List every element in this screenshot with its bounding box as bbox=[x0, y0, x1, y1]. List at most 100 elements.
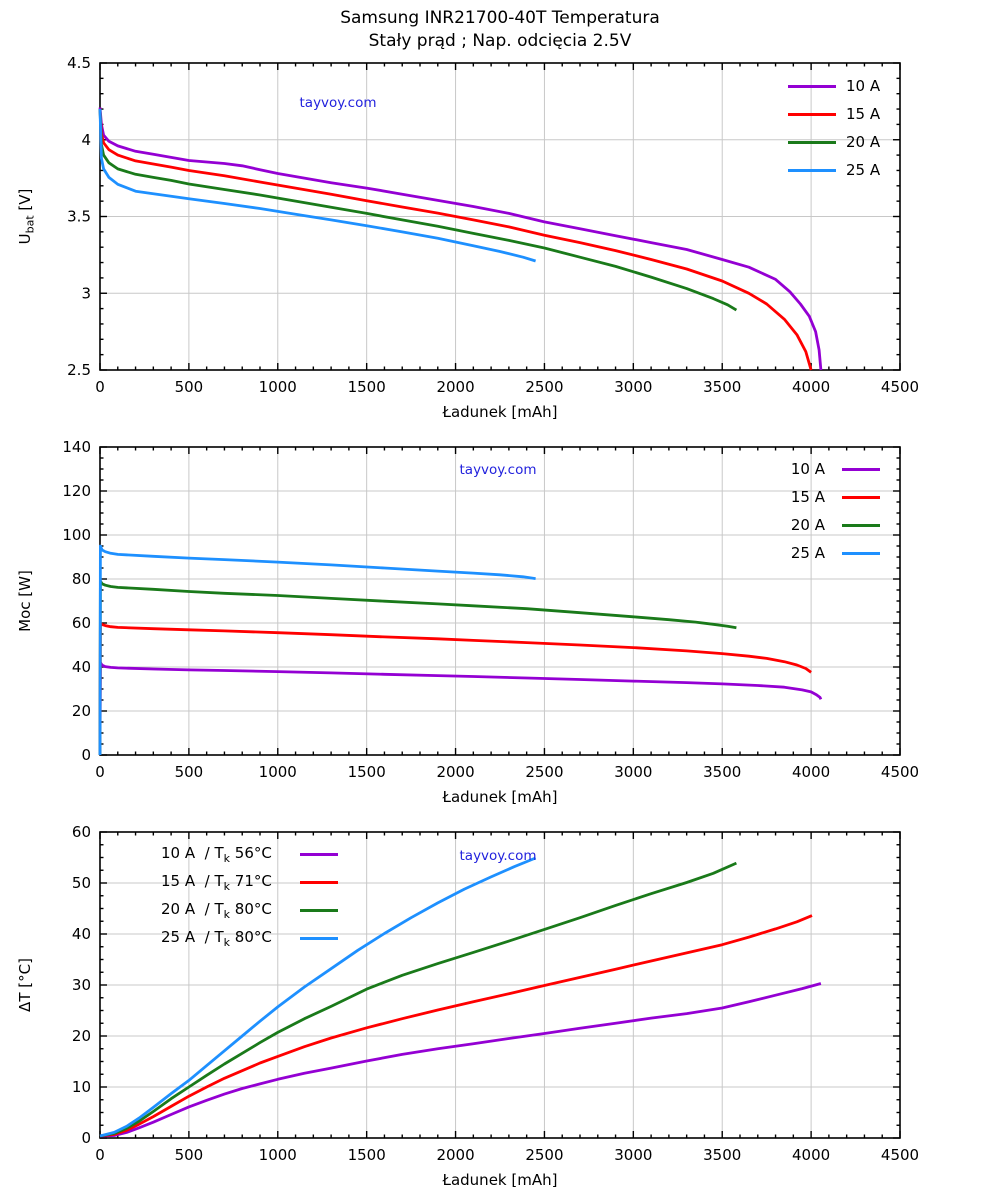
y-tick-label: 60 bbox=[72, 614, 91, 632]
x-tick-label: 3000 bbox=[614, 1146, 652, 1164]
y-tick-labels: 0 20 40 60 80 100 120 140 bbox=[62, 438, 91, 764]
legend-power-plot: 10 A 15 A 20 A 25 A bbox=[745, 455, 880, 567]
legend-temperature-plot: 10 A / Tk 56°C 15 A / Tk 71°C 20 A / Tk 80… bbox=[161, 840, 338, 952]
x-tick-label: 1000 bbox=[259, 378, 297, 396]
y-tick-label: 140 bbox=[62, 438, 91, 456]
series-25a-line bbox=[99, 856, 537, 1138]
y-tick-labels: 0 10 20 30 40 50 60 bbox=[72, 823, 91, 1147]
legend-label: 20 A bbox=[790, 516, 825, 534]
legend-label: 25 A bbox=[790, 544, 825, 562]
legend-label: 10 A / Tk 56°C bbox=[161, 843, 272, 865]
chart-title-line2: Stały prąd ; Nap. odcięcia 2.5V bbox=[368, 31, 632, 51]
legend-label: 25 A bbox=[846, 161, 881, 179]
legend-item: 10 A / Tk 56°C bbox=[161, 840, 338, 868]
x-axis-label-power-plot: Ładunek [mAh] bbox=[442, 788, 558, 806]
x-tick-label: 4000 bbox=[792, 763, 830, 781]
x-tick-label: 2000 bbox=[436, 1146, 474, 1164]
x-tick-label: 4000 bbox=[792, 1146, 830, 1164]
y-tick-label: 100 bbox=[62, 526, 91, 544]
legend-item: 15 A bbox=[745, 483, 880, 511]
y-tick-label: 30 bbox=[72, 976, 91, 994]
legend-label: 15 A bbox=[790, 488, 825, 506]
x-tick-labels: 0 500 1000 1500 2000 2500 3000 3500 4000 4500 bbox=[95, 763, 919, 781]
x-tick-label: 4500 bbox=[881, 1146, 919, 1164]
chart-title-line1: Samsung INR21700-40T Temperatura bbox=[340, 8, 660, 28]
y-tick-label: 0 bbox=[81, 746, 91, 764]
chart-2: 0 500 1000 1500 2000 2500 3000 3500 4000 4500 0 20 4… bbox=[16, 438, 919, 781]
x-tick-label: 1500 bbox=[348, 1146, 386, 1164]
legend-swatch bbox=[300, 852, 338, 856]
x-tick-label: 500 bbox=[175, 763, 204, 781]
legend-item: 25 A / Tk 80°C bbox=[161, 924, 338, 952]
watermark-power-plot: tayvoy.com bbox=[459, 462, 537, 478]
chart-3: 0 500 1000 1500 2000 2500 3000 3500 4000 4500 0 10 2… bbox=[16, 823, 919, 1164]
legend-swatch bbox=[842, 523, 880, 527]
y-axis-label: ΔT [°C] bbox=[16, 958, 34, 1012]
x-tick-label: 500 bbox=[175, 378, 204, 396]
x-tick-label: 0 bbox=[95, 378, 105, 396]
y-tick-label: 10 bbox=[72, 1078, 91, 1096]
x-tick-label: 3500 bbox=[703, 763, 741, 781]
y-tick-label: 0 bbox=[81, 1129, 91, 1147]
x-tick-label: 0 bbox=[95, 1146, 105, 1164]
legend-swatch bbox=[842, 467, 880, 471]
x-tick-label: 3500 bbox=[703, 1146, 741, 1164]
legend-swatch bbox=[788, 168, 836, 172]
legend-swatch bbox=[788, 84, 836, 88]
x-tick-labels: 0 500 1000 1500 2000 2500 3000 3500 4000 4500 bbox=[95, 1146, 919, 1164]
x-tick-label: 3500 bbox=[703, 378, 741, 396]
series-15a-line bbox=[98, 621, 812, 756]
y-axis-label: Ubat [V] bbox=[16, 189, 37, 245]
x-tick-label: 2000 bbox=[436, 378, 474, 396]
watermark-temperature-plot: tayvoy.com bbox=[459, 848, 537, 864]
x-tick-label: 1000 bbox=[259, 1146, 297, 1164]
legend-swatch bbox=[788, 112, 836, 116]
y-tick-label: 40 bbox=[72, 925, 91, 943]
y-tick-label: 3 bbox=[81, 284, 91, 302]
legend-item: 25 A bbox=[745, 539, 880, 567]
plot-border bbox=[99, 831, 901, 1139]
y-tick-label: 80 bbox=[72, 570, 91, 588]
x-tick-label: 1500 bbox=[348, 378, 386, 396]
legend-swatch bbox=[300, 936, 338, 940]
y-tick-label: 20 bbox=[72, 1027, 91, 1045]
x-tick-label: 4500 bbox=[881, 378, 919, 396]
legend-label: 25 A / Tk 80°C bbox=[161, 927, 272, 949]
y-tick-label: 4 bbox=[81, 131, 91, 149]
y-tick-label: 120 bbox=[62, 482, 91, 500]
legend-swatch bbox=[842, 551, 880, 555]
y-tick-label: 60 bbox=[72, 823, 91, 841]
x-tick-label: 0 bbox=[95, 763, 105, 781]
x-tick-label: 2000 bbox=[436, 763, 474, 781]
gridlines bbox=[100, 832, 900, 1138]
legend-swatch bbox=[788, 140, 836, 144]
legend-swatch bbox=[842, 495, 880, 499]
legend-item: 20 A bbox=[745, 511, 880, 539]
series-10a-line bbox=[99, 982, 822, 1138]
legend-item: 15 A / Tk 71°C bbox=[161, 868, 338, 896]
x-tick-label: 1000 bbox=[259, 763, 297, 781]
legend-item: 10 A bbox=[745, 455, 880, 483]
x-tick-label: 2500 bbox=[525, 1146, 563, 1164]
series-20a-line bbox=[98, 579, 737, 756]
legend-label: 15 A bbox=[846, 105, 881, 123]
legend-voltage-plot: 10 A 15 A 20 A 25 A bbox=[788, 72, 880, 184]
series-25a-line bbox=[98, 544, 536, 756]
series-25a-line bbox=[98, 108, 537, 263]
y-tick-label: 40 bbox=[72, 658, 91, 676]
series-20a-line bbox=[99, 861, 737, 1138]
x-tick-label: 3000 bbox=[614, 763, 652, 781]
x-tick-label: 2500 bbox=[525, 763, 563, 781]
legend-label: 10 A bbox=[846, 77, 881, 95]
series-10a-line bbox=[98, 661, 823, 756]
x-tick-label: 500 bbox=[175, 1146, 204, 1164]
plot-border bbox=[99, 62, 901, 371]
y-tick-labels: 2.5 3 3.5 4 4.5 bbox=[67, 54, 91, 379]
legend-item: 20 A / Tk 80°C bbox=[161, 896, 338, 924]
legend-swatch bbox=[300, 880, 338, 884]
legend-item: 15 A bbox=[788, 100, 880, 128]
x-tick-label: 1500 bbox=[348, 763, 386, 781]
chart-title: Samsung INR21700-40T Temperatura Stały p… bbox=[0, 7, 1000, 53]
